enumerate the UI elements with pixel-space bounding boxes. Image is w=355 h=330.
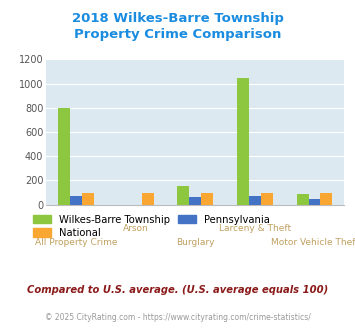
- Text: Arson: Arson: [123, 224, 148, 233]
- Bar: [142, 192, 153, 205]
- Text: © 2025 CityRating.com - https://www.cityrating.com/crime-statistics/: © 2025 CityRating.com - https://www.city…: [45, 313, 310, 322]
- Bar: [178, 186, 189, 205]
- Bar: [201, 192, 213, 205]
- Bar: [249, 195, 261, 205]
- Text: All Property Crime: All Property Crime: [35, 238, 117, 247]
- Bar: [237, 78, 249, 205]
- Bar: [70, 195, 82, 205]
- Text: Property Crime Comparison: Property Crime Comparison: [74, 28, 281, 41]
- Text: Compared to U.S. average. (U.S. average equals 100): Compared to U.S. average. (U.S. average …: [27, 285, 328, 295]
- Bar: [261, 192, 273, 205]
- Bar: [82, 192, 94, 205]
- Text: Larceny & Theft: Larceny & Theft: [219, 224, 291, 233]
- Bar: [297, 194, 308, 205]
- Bar: [58, 108, 70, 205]
- Text: 2018 Wilkes-Barre Township: 2018 Wilkes-Barre Township: [72, 12, 283, 24]
- Text: Motor Vehicle Theft: Motor Vehicle Theft: [271, 238, 355, 247]
- Legend: Wilkes-Barre Township, National, Pennsylvania: Wilkes-Barre Township, National, Pennsyl…: [33, 214, 270, 238]
- Bar: [308, 199, 321, 205]
- Text: Burglary: Burglary: [176, 238, 214, 247]
- Bar: [189, 197, 201, 205]
- Bar: [321, 192, 332, 205]
